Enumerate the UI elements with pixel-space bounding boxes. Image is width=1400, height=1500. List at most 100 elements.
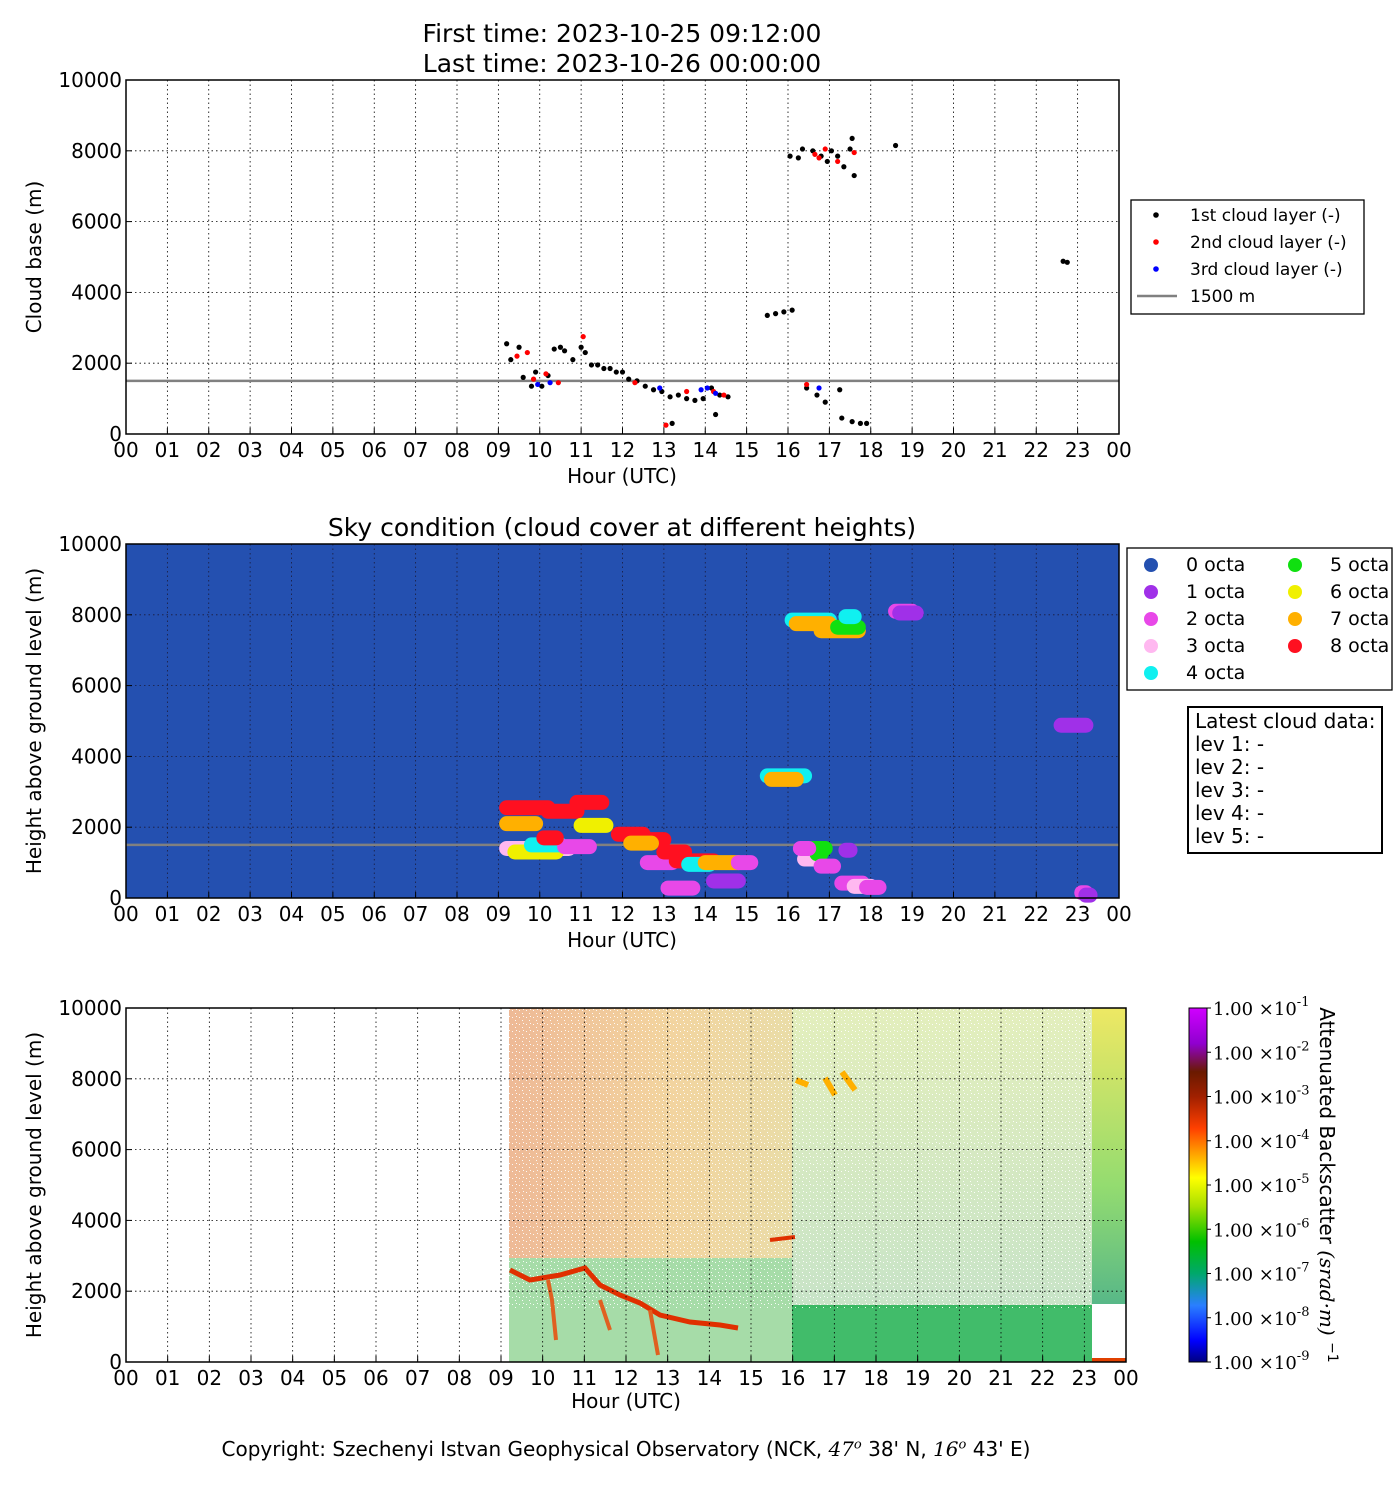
x-tick-label: 18 [858,902,883,926]
x-tick-label: 07 [403,438,428,462]
backscatter-heatmap [508,1008,1126,1362]
x-tick-label: 15 [734,902,759,926]
data-point-layer1 [814,392,820,398]
data-point-layer1 [508,357,514,363]
copyright-lat-deg: 47 [828,1437,854,1461]
x-tick-label: 07 [403,902,428,926]
y-tick-labels: 0 2000 4000 6000 8000 10000 [58,532,122,910]
legend-label-1-octa: 1 octa [1186,581,1245,603]
x-tick-label: 10 [527,438,552,462]
legend-marker-layer2 [1153,239,1159,245]
latest-lev2: lev 2: - [1195,755,1265,779]
data-point-layer1 [570,357,576,363]
y-tick-label: 10000 [58,996,122,1020]
x-tick-label: 20 [941,438,966,462]
data-point-layer1 [557,344,564,350]
data-point-layer1 [533,369,539,375]
data-point-layer1 [717,392,723,398]
data-point-layer2 [822,146,828,152]
x-tick-label: 14 [693,902,718,926]
x-tick-label: 09 [486,902,511,926]
data-point-layer1 [539,383,545,389]
data-point-layer1 [851,172,857,179]
data-point-layer1 [588,362,595,368]
x-tick-label: 08 [444,438,469,462]
x-tick-label: 06 [362,902,387,926]
x-tick-label: 22 [1024,438,1049,462]
x-tick-label: 00 [113,1366,138,1390]
latest-lev5: lev 5: - [1195,824,1265,848]
data-point-layer1 [582,349,588,356]
x-axis-label: Hour (UTC) [567,464,677,488]
legend-marker-layer1 [1153,212,1159,218]
colorbar-tick-label: 1.00 ×10-6 [1213,1216,1309,1241]
heatmap-boundary-layer [792,1305,1092,1362]
colorbar-tick-label: 1.00 ×10-2 [1213,1039,1309,1064]
x-tick-label: 21 [988,1366,1013,1390]
legend-label-4-octa: 4 octa [1186,662,1245,684]
x-tick-label: 14 [697,1366,722,1390]
y-tick-label: 8000 [71,1067,122,1091]
y-tick-label: 4000 [71,744,122,768]
colorbar-label: Attenuated Backscatter (srad·m) −1 [1315,1007,1340,1362]
data-point-layer2 [851,149,857,156]
x-tick-label: 19 [905,1366,930,1390]
data-point-layer1 [578,344,584,350]
x-axis-label: Hour (UTC) [567,928,677,952]
x-tick-label: 04 [279,438,304,462]
data-point-layer2 [580,334,586,340]
x-tick-label: 11 [572,1366,597,1390]
legend-label-0-octa: 0 octa [1186,554,1245,576]
y-tick-label: 10000 [58,532,122,556]
latest-lev3: lev 3: - [1195,778,1265,802]
data-point-layer1 [650,387,657,393]
sky-condition-panel: Sky condition (cloud cover at different … [22,513,1132,952]
x-tick-labels: 00 01 02 03 04 05 06 07 08 09 10 11 12 13 14 15 16 17 18 19… [113,902,1131,926]
x-tick-label: 19 [899,902,924,926]
surface-layer-trace [1092,1358,1126,1362]
x-tick-label: 01 [155,438,180,462]
y-tick-label: 6000 [71,210,122,234]
x-tick-label: 11 [568,438,593,462]
x-tick-label: 03 [237,902,262,926]
data-point-layer1 [692,397,698,403]
data-point-layer1 [725,394,731,400]
data-point-layer3 [657,385,663,391]
x-tick-label: 12 [610,438,635,462]
data-point-layer1 [864,420,870,426]
data-point-layer1 [799,146,806,152]
backscatter-panel: 00 01 02 03 04 05 06 07 08 09 10 11 12 13 14 15 16 17 18 19… [22,996,1139,1413]
x-tick-label: 17 [822,1366,847,1390]
data-point-layer1 [667,394,673,400]
copyright-lon-min: 43' E) [972,1437,1031,1461]
data-point-layer1 [847,146,853,152]
x-tick-label: 01 [155,1366,180,1390]
data-point-layer2 [543,371,549,377]
x-tick-label: 09 [486,438,511,462]
data-point-layer1 [772,311,779,317]
data-point-layer1 [551,346,557,352]
plot-frame [125,79,1120,435]
cloud-cover-markers [499,603,1098,903]
data-point-layer1 [849,419,855,425]
panel-title: Sky condition (cloud cover at different … [328,513,916,542]
legend-marker-8-octa [1288,639,1302,653]
header-first-time: First time: 2023-10-25 09:12:00 [423,19,822,48]
latest-title: Latest cloud data: [1195,709,1376,733]
colorbar-tick-labels: 1.00 ×10-1 1.00 ×10-2 1.00 ×10-3 1.00 ×10-4… [1207,995,1309,1374]
grid [125,79,1120,435]
data-point-layer1 [516,344,522,350]
y-tick-label: 6000 [71,1138,122,1162]
data-point-layer2 [816,155,822,161]
y-axis-label: Height above ground level (m) [22,568,46,874]
latest-lev4: lev 4: - [1195,801,1265,825]
x-tick-label: 06 [363,1366,388,1390]
x-tick-label: 15 [738,1366,763,1390]
grid [125,1007,1127,1363]
latest-cloud-data-box: Latest cloud data: lev 1: - lev 2: - lev… [1187,706,1383,854]
data-point-layer1 [841,164,847,170]
data-point-layer1 [619,369,626,375]
legend-marker-4-octa [1144,666,1158,680]
colorbar-tick-label: 1.00 ×10-8 [1213,1305,1309,1330]
